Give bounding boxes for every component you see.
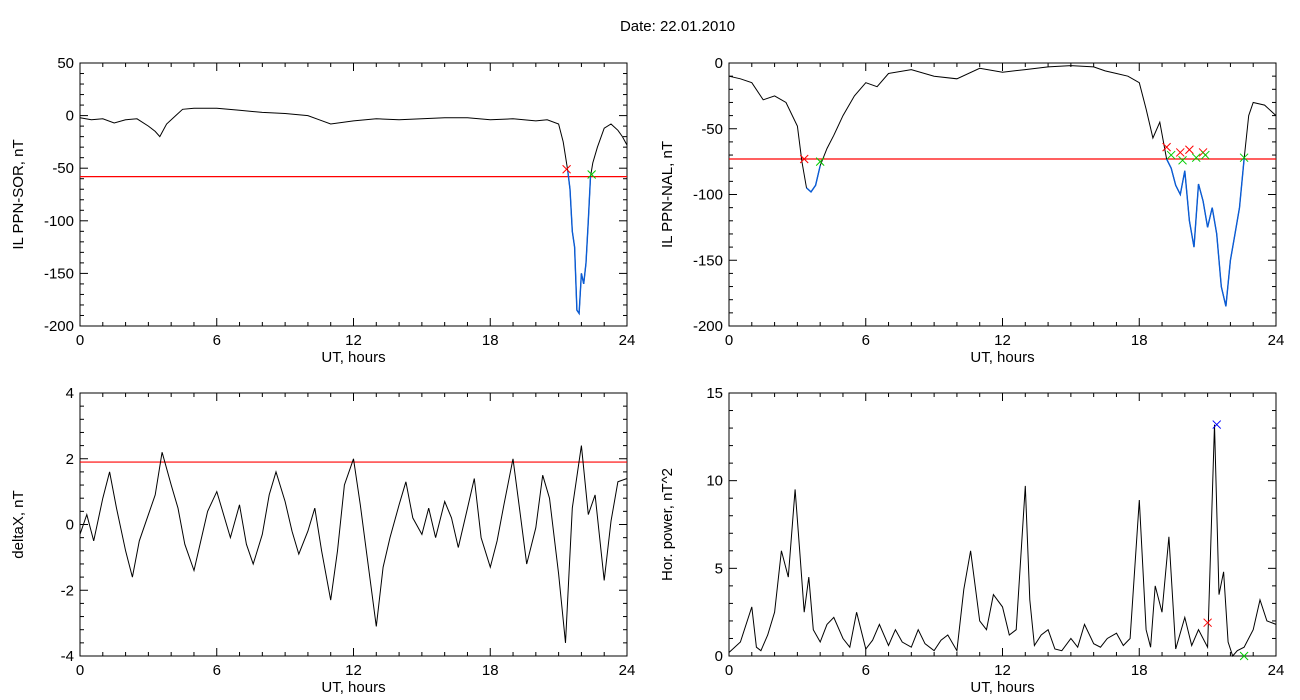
marker-stroke xyxy=(799,154,809,164)
marker-stroke xyxy=(1185,145,1194,155)
x-tick-label: 0 xyxy=(76,662,84,679)
y-axis-label: IL PPN-SOR, nT xyxy=(10,139,27,249)
y-axis-label: IL PPN-NAL, nT xyxy=(659,141,676,248)
x-axis-label: UT, hours xyxy=(970,349,1034,366)
x-tick-label: 0 xyxy=(725,662,733,679)
date-value: 22.01.2010 xyxy=(659,18,736,35)
chart-panel-top-right: 0 6 12 18 24 0 -50 -100 -150 -200 UT, hours IL PPN-… xyxy=(659,55,1284,366)
y-tick-label: 50 xyxy=(57,55,74,72)
marker-stroke xyxy=(1200,150,1210,160)
marker-stroke xyxy=(1175,148,1185,157)
marker-end xyxy=(1239,651,1249,661)
x-tick-label: 12 xyxy=(994,332,1011,349)
x-tick-label: 24 xyxy=(619,662,636,679)
x-tick-label: 6 xyxy=(213,332,221,349)
marker-stroke xyxy=(1162,142,1171,152)
marker-end xyxy=(1166,150,1176,160)
plot-frame xyxy=(728,62,1277,327)
x-tick-label: 6 xyxy=(213,662,221,679)
x-tick-label: 12 xyxy=(994,662,1011,679)
event-segment xyxy=(1165,158,1245,307)
y-tick-label: -100 xyxy=(44,213,74,230)
y-tick-label: 0 xyxy=(66,517,74,534)
marker-end xyxy=(1239,153,1249,163)
plot-frame xyxy=(79,62,628,327)
chart-panel-bottom-right: 0 6 12 18 24 15 10 5 0 UT, hours Hor. power, nT^2 xyxy=(659,385,1284,696)
x-tick-label: 24 xyxy=(1268,662,1285,679)
event-segment xyxy=(806,165,821,193)
y-tick-label: -50 xyxy=(52,160,74,177)
plot-frame xyxy=(79,392,628,657)
marker-start xyxy=(799,154,809,164)
marker-stroke xyxy=(1212,420,1222,429)
marker-peak xyxy=(1212,420,1222,429)
x-axis-label: UT, hours xyxy=(970,679,1034,696)
y-tick-label: -200 xyxy=(44,318,74,335)
marker-stroke xyxy=(1178,155,1187,165)
y-tick-label: -50 xyxy=(701,121,723,138)
chart-panel-top-left: 0 6 12 18 24 50 0 -50 -100 -150 -200 UT, hours IL PP… xyxy=(10,55,635,366)
marker-stroke xyxy=(587,170,597,179)
marker-start xyxy=(562,164,571,174)
marker-stroke xyxy=(1203,618,1212,628)
x-tick-label: 24 xyxy=(619,332,636,349)
x-tick-label: 18 xyxy=(1131,662,1148,679)
y-tick-label: -150 xyxy=(693,252,723,269)
y-tick-label: -100 xyxy=(693,187,723,204)
x-tick-label: 24 xyxy=(1268,332,1285,349)
marker-start xyxy=(1185,145,1194,155)
x-tick-label: 18 xyxy=(1131,332,1148,349)
x-tick-label: 12 xyxy=(345,662,362,679)
event-segment xyxy=(567,170,592,316)
y-tick-label: 15 xyxy=(706,385,723,402)
chart-panel-bottom-left: 0 6 12 18 24 4 2 0 -2 -4 UT, hours deltaX, nT xyxy=(10,385,635,696)
y-tick-label: -4 xyxy=(61,648,74,665)
series-line xyxy=(728,424,1277,657)
x-tick-label: 6 xyxy=(862,662,870,679)
y-axis-label: deltaX, nT xyxy=(10,490,27,558)
marker-stroke xyxy=(1239,651,1249,661)
marker-start xyxy=(1162,142,1171,152)
marker-start xyxy=(1175,148,1185,157)
marker-end xyxy=(1178,155,1187,165)
y-tick-label: -200 xyxy=(693,318,723,335)
date-label: Date: xyxy=(619,18,656,35)
x-axis-label: UT, hours xyxy=(321,679,385,696)
marker-start xyxy=(1203,618,1212,628)
marker-end xyxy=(1200,150,1210,160)
series-line xyxy=(79,445,628,643)
y-tick-label: -150 xyxy=(44,265,74,282)
y-tick-label: 0 xyxy=(66,108,74,125)
marker-stroke xyxy=(562,164,571,174)
marker-stroke xyxy=(815,157,825,166)
x-axis-label: UT, hours xyxy=(321,349,385,366)
marker-stroke xyxy=(1191,153,1201,163)
y-tick-label: 4 xyxy=(66,385,74,402)
x-tick-label: 6 xyxy=(862,332,870,349)
y-tick-label: 2 xyxy=(66,451,74,468)
y-tick-label: 0 xyxy=(715,55,723,72)
x-tick-label: 12 xyxy=(345,332,362,349)
x-tick-label: 18 xyxy=(482,662,499,679)
marker-stroke xyxy=(1239,153,1249,163)
x-tick-label: 0 xyxy=(76,332,84,349)
x-tick-label: 18 xyxy=(482,332,499,349)
y-tick-label: 0 xyxy=(715,648,723,665)
marker-stroke xyxy=(1166,150,1176,160)
figure-title: Date: 22.01.2010 xyxy=(0,18,1300,35)
marker-end xyxy=(587,170,597,179)
marker-end xyxy=(815,157,825,166)
y-axis-label: Hor. power, nT^2 xyxy=(659,468,676,581)
x-tick-label: 0 xyxy=(725,332,733,349)
y-tick-label: 5 xyxy=(715,560,723,577)
y-tick-label: -2 xyxy=(61,582,74,599)
series-line xyxy=(728,65,1277,307)
marker-end xyxy=(1191,153,1201,163)
series-line xyxy=(79,107,628,315)
y-tick-label: 10 xyxy=(706,473,723,490)
plot-frame xyxy=(728,392,1277,657)
